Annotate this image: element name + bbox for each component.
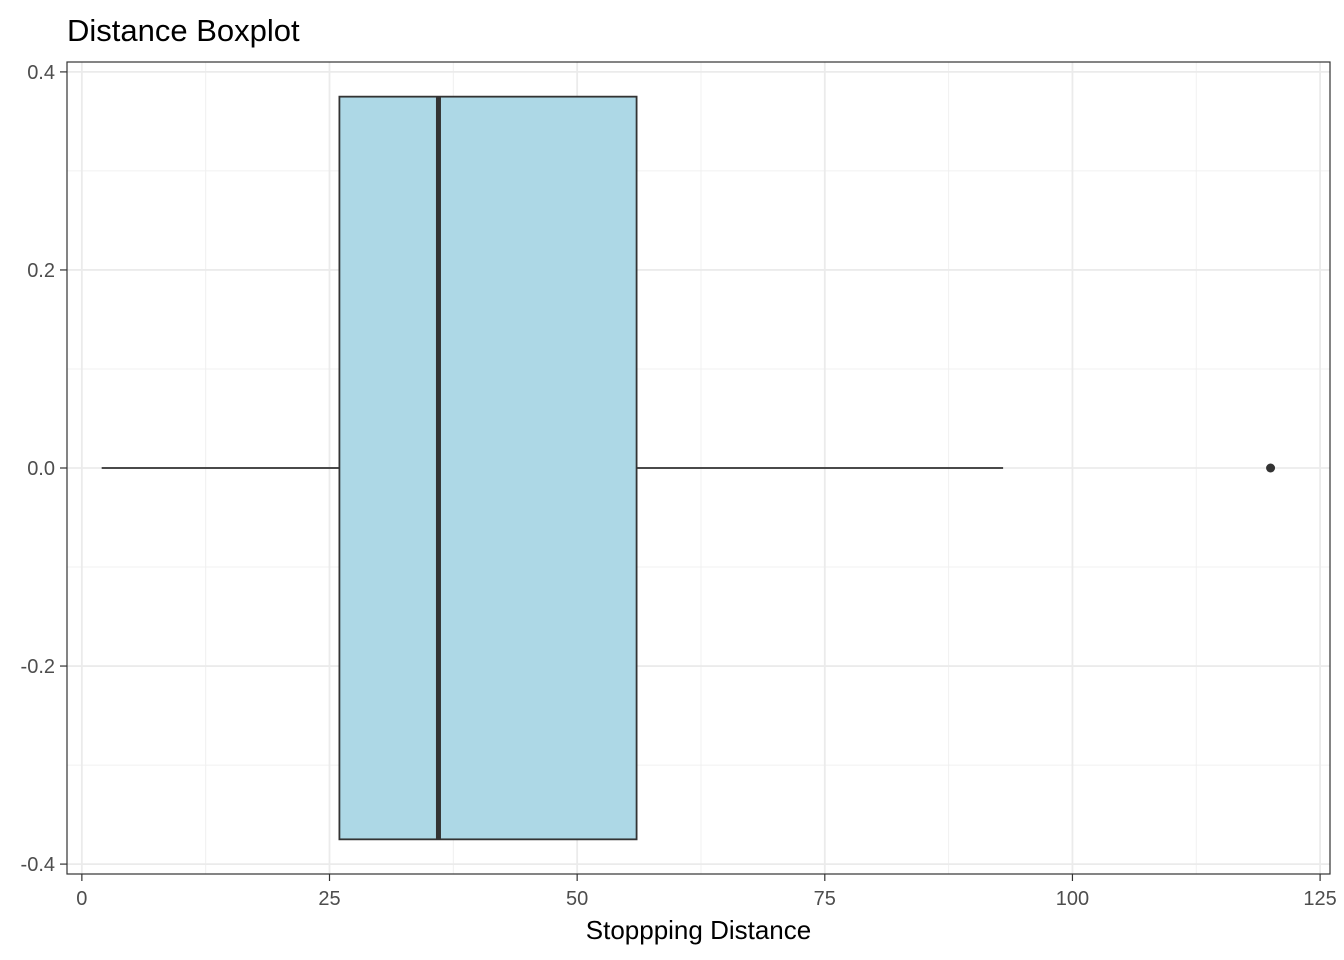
x-tick-label: 50 bbox=[566, 888, 588, 910]
y-tick-label: 0.2 bbox=[27, 260, 55, 282]
x-tick-label: 125 bbox=[1303, 888, 1336, 910]
x-tick-label: 0 bbox=[76, 888, 87, 910]
box-layer bbox=[101, 95, 1276, 841]
iqr-box bbox=[338, 95, 638, 841]
y-tick-label: 0.4 bbox=[27, 62, 55, 84]
y-axis: 0.4 0.2 0.0 -0.2 -0.4 bbox=[21, 62, 67, 876]
y-tick-label: -0.2 bbox=[21, 656, 55, 678]
x-axis-title: Stoppping Distance bbox=[586, 915, 811, 945]
y-tick-label: 0.0 bbox=[27, 458, 55, 480]
y-tick-label: -0.4 bbox=[21, 854, 55, 876]
x-tick-label: 75 bbox=[814, 888, 836, 910]
chart-title: Distance Boxplot bbox=[67, 13, 300, 48]
outlier-point bbox=[1266, 463, 1276, 473]
x-axis: 0 25 50 75 100 125 bbox=[76, 874, 1337, 910]
x-tick-label: 25 bbox=[318, 888, 340, 910]
x-tick-label: 100 bbox=[1056, 888, 1089, 910]
